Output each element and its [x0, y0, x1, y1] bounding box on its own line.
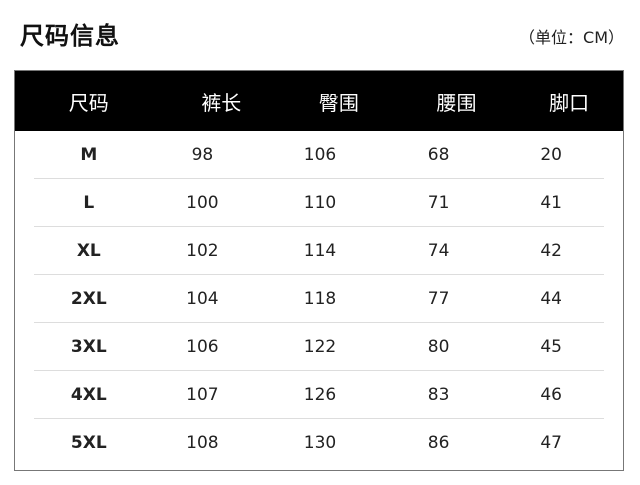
- header-length: 裤长: [201, 90, 242, 115]
- cell-length: 100: [186, 192, 219, 213]
- table-row: XL 102 114 74 42: [34, 227, 604, 275]
- cell-waist: 83: [427, 384, 450, 405]
- cell-hip: 130: [303, 433, 337, 453]
- cell-hip: 122: [303, 336, 337, 357]
- table-body: M 98 106 68 20 L 100 110 71 41 XL 102 114 74 42 2XL 104 1…: [15, 131, 623, 467]
- cell-size: L: [83, 192, 95, 213]
- table-row: L 100 110 71 41: [34, 179, 604, 227]
- cell-leg-opening: 46: [540, 384, 562, 405]
- cell-leg-opening: 41: [540, 192, 562, 213]
- table-row: 3XL 106 122 80 45: [34, 323, 604, 371]
- page-title: 尺码信息: [20, 22, 120, 50]
- cell-size: 3XL: [70, 336, 107, 357]
- table-row: 2XL 104 118 77 44: [34, 275, 604, 323]
- cell-hip: 114: [303, 240, 337, 261]
- table-row: 4XL 107 126 83 46: [34, 371, 604, 419]
- cell-hip: 126: [303, 384, 337, 405]
- cell-length: 108: [186, 433, 219, 453]
- cell-waist: 86: [427, 433, 450, 453]
- cell-length: 102: [186, 240, 219, 261]
- table-row: M 98 106 68 20: [34, 131, 604, 179]
- cell-waist: 80: [427, 336, 450, 357]
- cell-leg-opening: 44: [540, 288, 562, 309]
- cell-leg-opening: 42: [540, 240, 562, 261]
- header-size: 尺码: [68, 90, 109, 115]
- size-table: 尺码 裤长 臀围 腰围 脚口 M 98 106 68 20 L 100 110 71 41 XL 10…: [14, 70, 624, 471]
- table-row: 5XL 108 130 86 47: [34, 419, 604, 467]
- cell-leg-opening: 45: [540, 336, 562, 357]
- cell-waist: 77: [427, 288, 450, 309]
- cell-size: 5XL: [70, 433, 107, 453]
- unit-label: （单位：CM）: [519, 28, 624, 47]
- cell-leg-opening: 47: [540, 433, 562, 453]
- cell-hip: 110: [303, 192, 337, 213]
- cell-size: 4XL: [70, 384, 107, 405]
- header-waist: 腰围: [436, 90, 477, 115]
- cell-waist: 74: [427, 240, 450, 261]
- header-leg-opening: 脚口: [549, 90, 590, 115]
- cell-size: XL: [76, 240, 101, 261]
- cell-waist: 71: [427, 192, 450, 213]
- cell-hip: 106: [303, 144, 337, 165]
- cell-waist: 68: [427, 144, 450, 165]
- table-header: 尺码 裤长 臀围 腰围 脚口: [15, 71, 623, 131]
- cell-leg-opening: 20: [540, 144, 562, 165]
- cell-length: 107: [186, 384, 219, 405]
- cell-hip: 118: [303, 288, 337, 309]
- cell-length: 106: [186, 336, 219, 357]
- cell-size: 2XL: [70, 288, 107, 309]
- cell-length: 104: [186, 288, 219, 309]
- header-hip: 臀围: [318, 90, 359, 115]
- cell-size: M: [80, 144, 98, 165]
- cell-length: 98: [191, 144, 214, 165]
